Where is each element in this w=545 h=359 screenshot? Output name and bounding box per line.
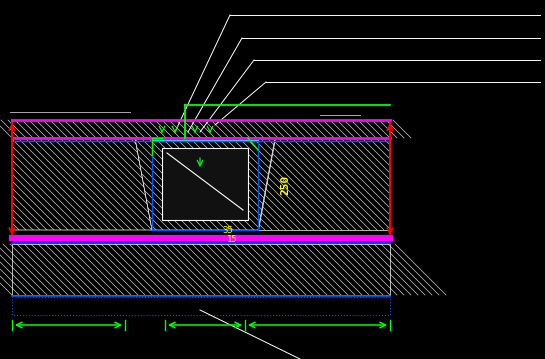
Text: 250: 250 (280, 175, 290, 195)
Polygon shape (258, 138, 390, 230)
Text: 35: 35 (222, 226, 233, 235)
Bar (12, 297, 390, 315)
Text: 15: 15 (227, 235, 238, 244)
Bar (152, 138, 258, 230)
Bar (162, 148, 248, 220)
Bar (12, 120, 390, 138)
Bar (12, 244, 390, 295)
Polygon shape (12, 138, 152, 230)
Polygon shape (135, 138, 275, 230)
